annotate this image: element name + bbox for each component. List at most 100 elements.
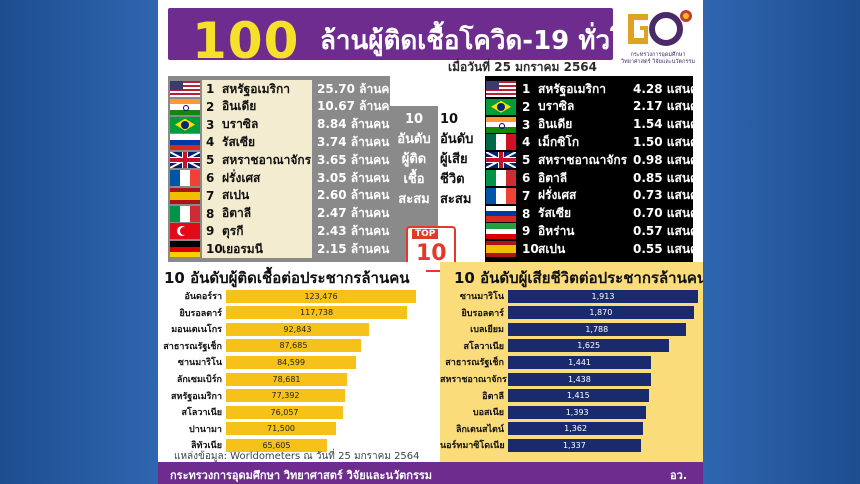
infected-country: อินเดีย [222, 99, 257, 114]
deaths-label-line: ผู้เสีย [440, 152, 468, 167]
infected-country: อิตาลี [222, 206, 252, 221]
infected-bar: 117,738 [226, 306, 408, 320]
deaths-bar: 1,393 [508, 405, 647, 419]
flag-in-icon [170, 98, 200, 115]
deaths-bar-row: สโลวาเนีย 1,625 [440, 338, 670, 354]
flag-it-icon [170, 205, 200, 222]
infected-category-label: ลักเซมเบิร์ก [176, 375, 222, 385]
infected-country: สหรัฐอเมริกา [222, 81, 290, 96]
infected-value: 2.43 ล้านคน [317, 223, 390, 238]
flag-us-icon [486, 81, 516, 97]
deaths-rank: 9 [522, 224, 531, 239]
infected-rank: 3 [206, 117, 215, 132]
deaths-country: บราซิล [538, 99, 575, 114]
infected-country: รัสเซีย [222, 134, 256, 149]
deaths-bar-value: 1,337 [562, 440, 586, 450]
deaths-rank: 3 [522, 117, 531, 132]
deaths-category-label: อิตาลี [482, 391, 504, 402]
deaths-row: 7 ฝรั่งเศส 0.73 แสนคน [486, 187, 703, 205]
infected-value: 3.74 ล้านคน [317, 134, 390, 149]
infected-category-label: ลิทัวเนีย [190, 441, 222, 452]
deaths-bar: 1,441 [508, 355, 652, 369]
deaths-value: 0.85 แสนคน [633, 170, 703, 185]
deaths-label-line: 10 [440, 112, 459, 127]
infected-bar: 76,057 [226, 405, 344, 419]
infected-bar-row: ยิบรอลตาร์ 117,738 [158, 305, 408, 321]
deaths-country: รัสเซีย [538, 206, 572, 221]
infected-label-line: 10 [404, 112, 424, 127]
deaths-bar-row: ลิกเตนสไตน์ 1,362 [440, 421, 644, 437]
deaths-bar: 1,438 [508, 372, 651, 386]
deaths-rank: 6 [522, 171, 531, 185]
infected-row: 6 ฝรั่งเศส 3.05 ล้านคน [170, 169, 389, 187]
deaths-category-label: นอร์ทมาซิโดเนีย [440, 441, 505, 452]
infected-bar: 84,599 [226, 355, 357, 369]
deaths-row: 5 สหราชอาณาจักร 0.98 แสนคน [486, 151, 703, 169]
infected-row: 3 บราซิล 8.84 ล้านคน [170, 116, 389, 134]
infected-bar: 78,681 [226, 372, 348, 386]
title-banner: 100 ล้านผู้ติดเชื้อโควิด-19 ทั่วโลก [168, 8, 656, 68]
infected-bar: 71,500 [226, 422, 337, 436]
infected-value: 3.05 ล้านคน [317, 170, 390, 185]
deaths-category-label: ลิกเตนสไตน์ [455, 424, 504, 435]
infected-bar-value: 65,605 [262, 440, 291, 450]
deaths-value: 1.50 แสนคน [633, 134, 703, 149]
deaths-bar: 1,415 [508, 389, 649, 403]
infected-row: 10 เยอรมนี 2.15 ล้านคน [170, 240, 389, 258]
deaths-rank: 5 [522, 153, 531, 168]
infected-country: ฝรั่งเศส [222, 170, 261, 185]
infected-bar-value: 87,685 [279, 341, 308, 351]
deaths-bar-value: 1,788 [585, 324, 609, 334]
deaths-label-line: อันดับ [440, 132, 474, 147]
infected-category-label: สาธารณรัฐเช็ก [163, 341, 222, 352]
infected-category-label: มอนเตเนโกร [171, 325, 222, 336]
deaths-rank: 7 [522, 188, 531, 203]
deaths-label-line: สะสม [440, 192, 472, 207]
infected-row: 5 สหราชอาณาจักร 3.65 ล้านคน [170, 151, 389, 169]
infected-country: สหราชอาณาจักร [222, 152, 312, 167]
infected-bar-value: 71,500 [267, 424, 295, 434]
infected-rank: 7 [206, 188, 215, 203]
deaths-value: 1.54 แสนคน [633, 117, 703, 132]
deaths-bar: 1,362 [508, 422, 644, 436]
flag-mx-icon [486, 134, 516, 151]
infected-row: 9 ตุรกี 2.43 ล้านคน [170, 222, 389, 240]
infected-value: 2.47 ล้านคน [317, 206, 390, 221]
deaths-chart-title: 10 อันดับผู้เสียชีวิตต่อประชากรล้านคน [454, 269, 703, 287]
infected-bar-value: 117,738 [300, 308, 334, 318]
deaths-bar-row: ซานมาริโน 1,913 [440, 288, 698, 304]
deaths-bar-value: 1,625 [577, 341, 601, 351]
deaths-row: 8 รัสเซีย 0.70 แสนคน [486, 205, 703, 223]
infected-per-million-panel: 10 อันดับผู้ติดเชื้อต่อประชากรล้านคน อัน… [158, 262, 426, 462]
deaths-row: 1 สหรัฐอเมริกา 4.28 แสนคน [486, 80, 703, 98]
infected-bar-row: สาธารณรัฐเช็ก 87,685 [158, 338, 361, 354]
background-left [0, 0, 158, 484]
infected-category-label: ปานามา [189, 424, 222, 435]
infected-rank: 2 [206, 99, 215, 114]
flag-ru-icon [170, 134, 200, 151]
flag-tr-icon [170, 223, 200, 240]
infected-label-text: 10 อันดับ ผู้ติด เชื้อ สะสม [390, 110, 438, 210]
infected-country: เยอรมนี [222, 241, 263, 256]
deaths-bar-row: สหราชอาณาจักร 1,438 [440, 371, 651, 387]
infected-category-label: ซานมาริโน [177, 358, 222, 369]
infected-label-line: เชื้อ [403, 172, 425, 187]
deaths-country: อินเดีย [538, 117, 573, 132]
infected-rank: 4 [206, 135, 215, 150]
deaths-bar-value: 1,393 [565, 407, 589, 417]
infected-bar-value: 76,057 [270, 407, 299, 417]
infographic-card: 100 ล้านผู้ติดเชื้อโควิด-19 ทั่วโลก เมื่… [158, 0, 703, 484]
deaths-rank: 1 [522, 82, 531, 96]
deaths-panel [485, 76, 693, 262]
infected-chart-title: 10 อันดับผู้ติดเชื้อต่อประชากรล้านคน [164, 269, 410, 287]
infected-bar: 77,392 [226, 389, 346, 403]
deaths-bar: 1,870 [508, 306, 694, 320]
deaths-category-label: สโลวาเนีย [463, 341, 504, 352]
deaths-bar-row: นอร์ทมาซิโดเนีย 1,337 [440, 437, 641, 453]
deaths-country: อิตาลี [538, 170, 568, 185]
flag-in-icon [486, 116, 516, 133]
ministry-logo: กระทรวงการอุดมศึกษา วิทยาศาสตร์ วิจัยและ… [618, 6, 698, 72]
deaths-category-label: บอสเนีย [472, 408, 504, 419]
infected-bar-row: ซานมาริโน 84,599 [158, 354, 357, 370]
infected-value: 3.65 ล้านคน [317, 152, 390, 167]
